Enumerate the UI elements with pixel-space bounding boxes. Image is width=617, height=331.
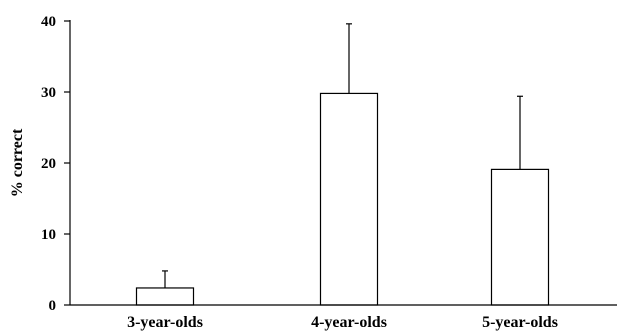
- y-tick-label-10: 10: [41, 227, 56, 243]
- category-label-5-year-olds: 5-year-olds: [482, 314, 558, 331]
- bars: [135, 92, 550, 306]
- category-label-4-year-olds: 4-year-olds: [311, 314, 387, 331]
- error-bars: [162, 23, 523, 288]
- y-axis-label: % correct: [9, 128, 26, 197]
- bar-4-year-olds: [319, 92, 379, 306]
- bar-3-year-olds: [135, 287, 195, 306]
- x-axis-category-labels: 3-year-olds 4-year-olds 5-year-olds: [127, 314, 558, 331]
- y-tick-label-40: 40: [41, 14, 56, 30]
- bar-5-year-olds: [490, 168, 550, 306]
- y-tick-label-20: 20: [41, 156, 56, 172]
- y-tick-label-30: 30: [41, 85, 56, 101]
- y-axis-ticks: 0 10 20 30 40: [41, 14, 70, 314]
- y-tick-label-0: 0: [49, 298, 57, 314]
- category-label-3-year-olds: 3-year-olds: [127, 314, 203, 331]
